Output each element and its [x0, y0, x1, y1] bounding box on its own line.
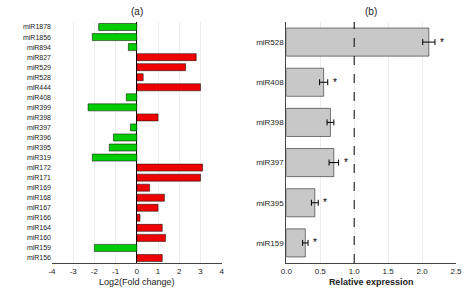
svg-text:4: 4 — [219, 267, 224, 276]
svg-text:miR169: miR169 — [27, 184, 51, 191]
svg-text:miR167: miR167 — [27, 204, 51, 211]
svg-text:*: * — [323, 197, 327, 208]
svg-text:*: * — [344, 157, 348, 168]
svg-text:miR164: miR164 — [27, 224, 51, 231]
svg-text:3: 3 — [198, 267, 203, 276]
svg-text:miR397: miR397 — [27, 124, 51, 131]
svg-text:miR408: miR408 — [27, 94, 51, 101]
svg-text:0.0: 0.0 — [281, 267, 293, 276]
svg-text:2: 2 — [177, 267, 182, 276]
svg-text:1: 1 — [156, 267, 161, 276]
svg-text:miR1856: miR1856 — [23, 34, 51, 41]
svg-text:miR168: miR168 — [27, 194, 51, 201]
svg-text:miR171: miR171 — [27, 174, 51, 181]
svg-text:-2: -2 — [91, 267, 99, 276]
svg-text:Relative expression: Relative expression — [329, 277, 414, 287]
svg-text:1.5: 1.5 — [383, 267, 395, 276]
svg-text:miR397: miR397 — [256, 158, 284, 167]
svg-text:-4: -4 — [48, 267, 56, 276]
svg-text:2.0: 2.0 — [416, 267, 428, 276]
svg-text:(a): (a) — [131, 6, 143, 17]
svg-text:-1: -1 — [112, 267, 120, 276]
svg-text:miR156: miR156 — [27, 254, 51, 261]
svg-text:miR319: miR319 — [27, 154, 51, 161]
svg-text:miR172: miR172 — [27, 164, 51, 171]
svg-text:miR399: miR399 — [27, 104, 51, 111]
svg-text:*: * — [440, 37, 444, 48]
svg-text:miR395: miR395 — [27, 144, 51, 151]
svg-text:(b): (b) — [365, 6, 377, 17]
svg-text:0.5: 0.5 — [315, 267, 327, 276]
svg-text:miR159: miR159 — [27, 244, 51, 251]
svg-text:miR408: miR408 — [256, 78, 284, 87]
svg-text:miR398: miR398 — [256, 118, 284, 127]
svg-text:2.5: 2.5 — [450, 267, 462, 276]
svg-text:miR396: miR396 — [27, 134, 51, 141]
svg-text:miR160: miR160 — [27, 234, 51, 241]
svg-text:miR827: miR827 — [27, 54, 51, 61]
svg-text:miR528: miR528 — [27, 74, 51, 81]
svg-text:-3: -3 — [70, 267, 78, 276]
svg-text:miR894: miR894 — [27, 44, 51, 51]
svg-text:miR528: miR528 — [256, 38, 284, 47]
svg-text:miR444: miR444 — [27, 84, 51, 91]
svg-text:miR159: miR159 — [256, 239, 284, 248]
svg-text:miR166: miR166 — [27, 214, 51, 221]
svg-text:*: * — [313, 237, 317, 248]
svg-text:miR395: miR395 — [256, 199, 284, 208]
svg-text:1.0: 1.0 — [349, 267, 361, 276]
svg-text:miR398: miR398 — [27, 114, 51, 121]
svg-text:0: 0 — [135, 267, 140, 276]
svg-text:miR1878: miR1878 — [23, 23, 51, 30]
svg-text:*: * — [333, 77, 337, 88]
svg-text:Log2(Fold change): Log2(Fold change) — [99, 277, 175, 287]
svg-text:miR529: miR529 — [27, 64, 51, 71]
